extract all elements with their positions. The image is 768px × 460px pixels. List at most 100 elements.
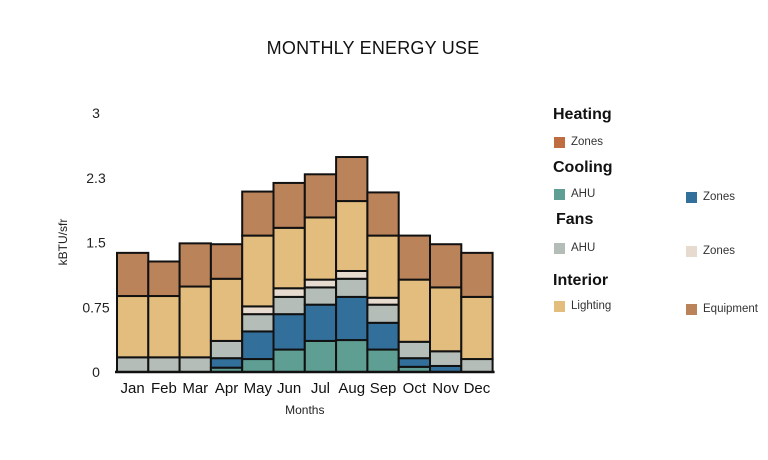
y-tick-label: 2.3	[86, 170, 106, 186]
bar-segment-interior-lighting	[147, 295, 181, 359]
x-tick-label: Feb	[151, 380, 177, 397]
bar-segment-cooling-zones	[209, 357, 244, 369]
bar-segment-fans-ahu	[116, 356, 150, 373]
legend-swatch	[554, 300, 565, 312]
x-tick-label: Jan	[121, 380, 145, 397]
bar-segment-cooling-ahu	[272, 348, 306, 374]
bar-segment-fans-zones	[272, 287, 306, 298]
x-tick-label: Jun	[277, 380, 301, 397]
x-tick-label: Apr	[215, 380, 238, 397]
bar-segment-fans-ahu	[397, 340, 432, 360]
legend-heading: Cooling	[553, 159, 613, 176]
bar-segment-interior-lighting	[272, 226, 306, 290]
bar-segment-fans-zones	[366, 296, 400, 306]
bar-segment-fans-ahu	[429, 350, 463, 367]
x-tick-label: Dec	[464, 380, 491, 397]
legend-label: Zones	[703, 245, 735, 257]
legend-item: Lighting	[554, 300, 611, 312]
bar-segment-cooling-zones	[241, 330, 275, 361]
legend-item: AHU	[554, 242, 595, 254]
y-tick-label: 0	[92, 364, 100, 380]
legend-item: Zones	[554, 136, 603, 148]
bar-segment-fans-ahu	[303, 286, 338, 306]
legend-swatch	[554, 188, 565, 200]
bar-segment-interior-lighting	[209, 277, 244, 342]
bar-segment-cooling-zones	[397, 357, 432, 368]
bar-segment-interior-lighting	[397, 278, 432, 343]
bar-segment-interior-equipment	[272, 181, 306, 229]
bar-segment-interior-equipment	[241, 190, 275, 237]
bar-segment-fans-ahu	[366, 303, 400, 324]
x-tick-label: Nov	[432, 380, 459, 397]
bar-segment-fans-zones	[241, 305, 275, 316]
bar-segment-fans-ahu	[241, 313, 275, 333]
legend-swatch	[686, 191, 697, 203]
bar-segment-cooling-ahu	[366, 348, 400, 374]
bar-segment-interior-equipment	[209, 243, 244, 280]
legend-label: AHU	[571, 242, 596, 254]
bar-segment-cooling-ahu	[241, 358, 275, 373]
bar-segment-interior-equipment	[178, 242, 212, 288]
legend-item: Equipment	[686, 303, 758, 315]
x-tick-label: Jul	[311, 380, 330, 397]
legend-label: Lighting	[571, 300, 612, 312]
x-axis-label: Months	[285, 403, 324, 417]
bar-segment-interior-equipment	[429, 243, 463, 289]
x-tick-label: Sep	[370, 380, 397, 397]
legend-swatch	[686, 245, 697, 257]
bar-segment-fans-ahu	[147, 356, 181, 373]
bar-segment-interior-lighting	[429, 286, 463, 353]
bar-segment-fans-ahu	[178, 356, 212, 373]
bar-segment-cooling-zones	[272, 313, 306, 351]
bar-segment-interior-lighting	[241, 234, 275, 308]
y-tick-label: 1.5	[86, 235, 106, 251]
bar-segment-fans-ahu	[272, 295, 306, 316]
bar-segment-interior-equipment	[397, 234, 432, 281]
bar-segment-interior-lighting	[366, 234, 400, 299]
bar-segment-fans-ahu	[209, 339, 244, 360]
bar-segment-interior-equipment	[303, 173, 338, 219]
bar-segment-fans-ahu	[460, 358, 494, 373]
bar-segment-cooling-zones	[366, 321, 400, 351]
bar-segment-interior-equipment	[116, 251, 150, 298]
bar-segment-interior-equipment	[460, 251, 494, 298]
y-tick-label: 3	[92, 105, 100, 121]
bar-segment-interior-lighting	[460, 295, 494, 361]
bar-segment-interior-lighting	[303, 216, 338, 281]
legend-label: Equipment	[703, 303, 758, 315]
legend-item: Zones	[686, 245, 735, 257]
bar-segment-cooling-ahu	[335, 339, 369, 374]
x-tick-label: May	[244, 380, 273, 397]
x-tick-label: Oct	[403, 380, 427, 397]
legend-label: Zones	[571, 136, 603, 148]
legend-heading: Fans	[556, 211, 594, 228]
bar-segment-interior-equipment	[335, 156, 369, 203]
legend-label: Zones	[703, 191, 735, 203]
legend-swatch	[686, 303, 697, 315]
legend-label: AHU	[571, 188, 596, 200]
x-tick-label: Mar	[182, 380, 208, 397]
bar-segment-interior-equipment	[366, 191, 400, 237]
bar-segment-cooling-zones	[303, 303, 338, 342]
y-tick-label: 0.75	[82, 299, 109, 315]
chart-title: MONTHLY ENERGY USE	[266, 38, 480, 58]
bar-segment-interior-lighting	[178, 285, 212, 359]
bar-segment-fans-ahu	[335, 277, 369, 298]
legend-swatch	[554, 136, 565, 148]
legend-heading: Interior	[553, 272, 609, 289]
bar-segment-interior-lighting	[335, 200, 369, 272]
bar-segment-cooling-zones	[335, 295, 369, 342]
x-tick-label: Aug	[338, 380, 365, 397]
bar-segment-fans-zones	[335, 269, 369, 280]
bar-segment-interior-lighting	[116, 295, 150, 359]
bar-segment-cooling-ahu	[303, 339, 338, 374]
bar-segment-fans-zones	[303, 278, 338, 289]
bar-segment-interior-equipment	[147, 260, 181, 298]
legend-item: Zones	[686, 191, 735, 203]
legend-item: AHU	[554, 188, 595, 200]
legend-heading: Heating	[553, 106, 612, 123]
y-axis-label: kBTU/sfr	[56, 219, 70, 266]
legend-swatch	[554, 242, 565, 254]
